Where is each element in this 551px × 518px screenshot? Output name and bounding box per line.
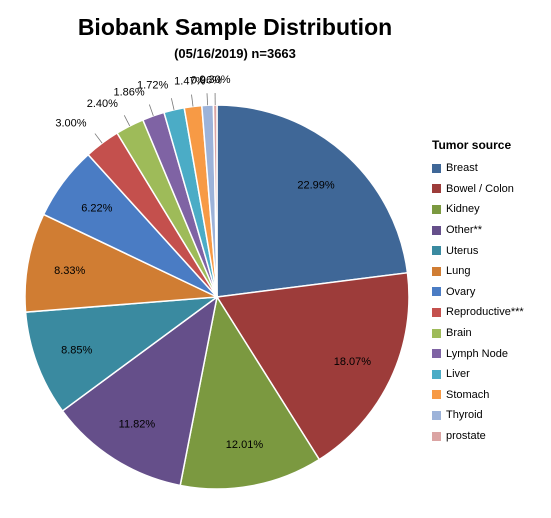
leader-line xyxy=(123,115,131,127)
legend-item: Reproductive*** xyxy=(432,302,524,323)
data-label: 1.47% xyxy=(174,76,205,88)
legend-label: Kidney xyxy=(446,203,480,216)
leader-line xyxy=(206,93,208,106)
legend-label: Breast xyxy=(446,162,478,175)
legend-label: prostate xyxy=(446,430,486,443)
legend-item: Lymph Node xyxy=(432,343,524,364)
chart-title: Biobank Sample Distribution xyxy=(77,14,393,40)
legend-label: Lung xyxy=(446,265,471,278)
legend-title: Tumor source xyxy=(432,138,512,152)
legend: Tumor source Breast Bowel / Colon Kidney Ot… xyxy=(432,138,524,446)
data-label: 3.00% xyxy=(55,117,86,129)
legend-label: Stomach xyxy=(446,388,490,401)
pie-slice-breast xyxy=(216,104,409,298)
legend-swatch xyxy=(432,163,441,173)
data-label: 8.33% xyxy=(54,265,85,277)
leader-line xyxy=(148,104,154,116)
legend-swatch xyxy=(432,390,441,400)
legend-item: Other** xyxy=(432,220,524,241)
data-label: 18.07% xyxy=(334,356,372,368)
legend-item: prostate xyxy=(432,426,524,447)
legend-label: Ovary xyxy=(446,285,476,298)
legend-swatch xyxy=(432,349,441,359)
pie-slice-lung xyxy=(24,213,220,313)
data-label: 8.85% xyxy=(61,344,92,356)
data-label: 12.01% xyxy=(226,439,264,451)
legend-items: Breast Bowel / Colon Kidney Other** Uterus Lu… xyxy=(432,158,524,446)
legend-swatch xyxy=(432,204,441,214)
legend-label: Lymph Node xyxy=(446,347,508,360)
legend-swatch xyxy=(432,307,441,317)
legend-label: Reproductive*** xyxy=(446,306,524,319)
legend-swatch xyxy=(432,410,441,420)
legend-item: Breast xyxy=(432,158,524,179)
legend-swatch xyxy=(432,369,441,379)
legend-label: Bowel / Colon xyxy=(446,182,514,195)
legend-swatch xyxy=(432,225,441,235)
legend-item: Ovary xyxy=(432,282,524,303)
data-label: 2.40% xyxy=(87,98,118,110)
legend-label: Thyroid xyxy=(446,409,483,422)
data-label: 1.86% xyxy=(114,86,145,98)
legend-item: Thyroid xyxy=(432,405,524,426)
legend-label: Brain xyxy=(446,327,472,340)
data-label: 0.30% xyxy=(199,74,230,86)
legend-label: Other** xyxy=(446,224,483,237)
legend-swatch xyxy=(432,184,441,194)
legend-swatch xyxy=(432,246,441,256)
data-label: 22.99% xyxy=(297,180,335,192)
legend-item: Brain xyxy=(432,323,524,344)
pie-slice-kidney xyxy=(179,294,321,490)
pie-slice-uterus xyxy=(24,296,220,412)
pie-slice-other xyxy=(61,295,219,487)
legend-swatch xyxy=(432,287,441,297)
legend-item: Lung xyxy=(432,261,524,282)
chart-subtitle: (05/16/2019) n=3663 xyxy=(174,46,296,61)
data-label: 1.72% xyxy=(137,80,168,92)
legend-item: Kidney xyxy=(432,199,524,220)
data-label: 0.96% xyxy=(191,74,222,86)
legend-item: Liver xyxy=(432,364,524,385)
leader-line xyxy=(170,98,175,110)
data-label: 11.82% xyxy=(119,419,156,431)
legend-item: Uterus xyxy=(432,240,524,261)
legend-item: Stomach xyxy=(432,385,524,406)
legend-swatch xyxy=(432,266,441,276)
leader-line xyxy=(191,94,194,107)
legend-label: Liver xyxy=(446,368,470,381)
legend-swatch xyxy=(432,328,441,338)
legend-item: Bowel / Colon xyxy=(432,179,524,200)
legend-label: Uterus xyxy=(446,244,479,257)
legend-swatch xyxy=(432,431,441,441)
leader-line xyxy=(94,133,103,144)
pie-slice-bowel-colon xyxy=(215,271,410,461)
data-label: 6.22% xyxy=(81,203,112,215)
